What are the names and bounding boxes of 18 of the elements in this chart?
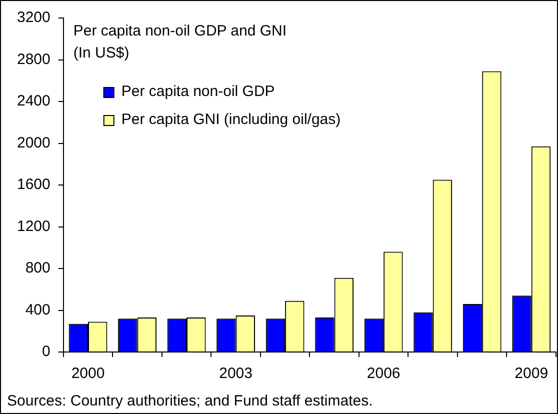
y-tick-label: 1600	[16, 176, 50, 194]
y-tick-label: 1200	[16, 218, 50, 235]
text: (In US$)	[73, 44, 130, 62]
y-tick-label: 0	[42, 343, 50, 360]
x-tick-label: 2009	[514, 365, 548, 382]
x-tick-label: 2006	[366, 365, 400, 382]
chart-title: Per capita non-oil GDP and GNI	[73, 22, 287, 40]
y-tick-label: 2400	[16, 92, 50, 110]
y-tick-label: 800	[25, 260, 50, 277]
y-tick-label: 2800	[16, 50, 50, 68]
legend-label: Per capita GNI (including oil/gas)	[121, 111, 341, 128]
x-tick-label: 2003	[219, 365, 252, 382]
y-tick-label: 3200	[16, 9, 50, 26]
y-tick-label: 2000	[16, 134, 50, 152]
source-note: Sources: Country authorities; and Fund staff estimates.	[7, 392, 373, 410]
legend-label: Per capita non-oil GDP	[121, 83, 275, 100]
x-tick-label: 2000	[71, 365, 105, 382]
y-tick-label: 400	[25, 301, 50, 318]
